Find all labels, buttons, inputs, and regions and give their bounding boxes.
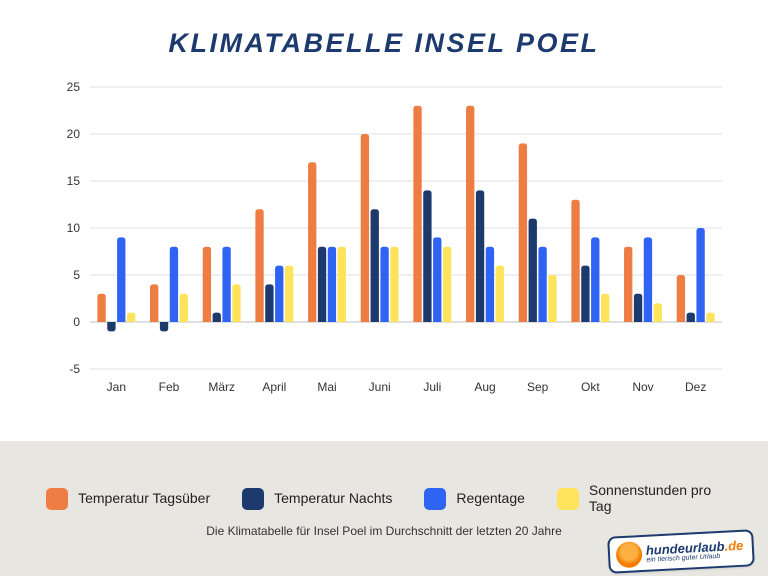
svg-text:Okt: Okt — [581, 380, 600, 394]
bar-rain_days — [117, 237, 125, 322]
bar-rain_days — [486, 247, 494, 322]
bar-rain_days — [696, 228, 704, 322]
bar-sun_hours — [180, 294, 188, 322]
bar-temp_night — [371, 209, 379, 322]
svg-text:20: 20 — [67, 127, 81, 141]
bar-rain_days — [380, 247, 388, 322]
bar-temp_day — [413, 106, 421, 322]
bar-rain_days — [538, 247, 546, 322]
bar-temp_day — [624, 247, 632, 322]
svg-text:0: 0 — [73, 315, 80, 329]
dog-sun-icon — [616, 541, 643, 568]
legend-item-temp_night: Temperatur Nachts — [242, 488, 392, 510]
bar-sun_hours — [601, 294, 609, 322]
svg-text:Juli: Juli — [423, 380, 441, 394]
bar-rain_days — [328, 247, 336, 322]
bar-temp_night — [581, 266, 589, 322]
bar-temp_night — [107, 322, 115, 331]
legend-item-sun_hours: Sonnenstunden pro Tag — [557, 483, 722, 514]
bar-sun_hours — [127, 313, 135, 322]
svg-text:Feb: Feb — [159, 380, 180, 394]
chart-svg: -5 0 5 10 15 20 25 Jan Feb März April Mai Juni Juli Au… — [34, 79, 734, 399]
bar-temp_night — [423, 190, 431, 322]
bar-temp_night — [213, 313, 221, 322]
legend-label: Regentage — [456, 491, 525, 506]
climate-chart: -5 0 5 10 15 20 25 Jan Feb März April Mai Juni Juli Au… — [34, 79, 734, 399]
legend-swatch — [46, 488, 68, 510]
svg-text:Nov: Nov — [632, 380, 653, 394]
bar-temp_night — [687, 313, 695, 322]
bar-temp_day — [150, 284, 158, 322]
bar-sun_hours — [338, 247, 346, 322]
site-logo: hundeurlaub.de ein tierisch guter Urlaub — [608, 529, 755, 574]
legend-swatch — [557, 488, 579, 510]
bar-temp_night — [529, 219, 537, 322]
legend-swatch — [424, 488, 446, 510]
svg-text:Aug: Aug — [474, 380, 495, 394]
svg-text:-5: -5 — [69, 362, 80, 376]
svg-text:März: März — [208, 380, 235, 394]
svg-text:Juni: Juni — [369, 380, 391, 394]
svg-text:15: 15 — [67, 174, 81, 188]
bar-sun_hours — [548, 275, 556, 322]
bar-rain_days — [433, 237, 441, 322]
bar-temp_day — [519, 143, 527, 322]
bar-temp_night — [476, 190, 484, 322]
bar-temp_day — [571, 200, 579, 322]
bar-rain_days — [644, 237, 652, 322]
legend-item-rain_days: Regentage — [424, 488, 525, 510]
bar-sun_hours — [654, 303, 662, 322]
svg-text:April: April — [262, 380, 286, 394]
bar-sun_hours — [285, 266, 293, 322]
bar-temp_day — [466, 106, 474, 322]
bar-sun_hours — [496, 266, 504, 322]
bar-temp_day — [361, 134, 369, 322]
bar-sun_hours — [390, 247, 398, 322]
bar-rain_days — [275, 266, 283, 322]
legend-label: Sonnenstunden pro Tag — [589, 483, 722, 514]
legend: Temperatur Tagsüber Temperatur Nachts Rege… — [0, 483, 768, 514]
svg-text:25: 25 — [67, 80, 81, 94]
svg-text:Dez: Dez — [685, 380, 706, 394]
bar-sun_hours — [443, 247, 451, 322]
svg-text:5: 5 — [73, 268, 80, 282]
svg-text:10: 10 — [67, 221, 81, 235]
legend-label: Temperatur Nachts — [274, 491, 392, 506]
bar-sun_hours — [232, 284, 240, 322]
svg-text:Jan: Jan — [107, 380, 126, 394]
page-title: KLIMATABELLE INSEL POEL — [0, 0, 768, 69]
bar-temp_day — [203, 247, 211, 322]
bar-temp_day — [677, 275, 685, 322]
bar-temp_night — [634, 294, 642, 322]
bar-temp_day — [97, 294, 105, 322]
bar-temp_day — [308, 162, 316, 322]
bar-temp_day — [255, 209, 263, 322]
bar-rain_days — [222, 247, 230, 322]
bar-temp_night — [160, 322, 168, 331]
legend-item-temp_day: Temperatur Tagsüber — [46, 488, 210, 510]
bar-sun_hours — [706, 313, 714, 322]
legend-label: Temperatur Tagsüber — [78, 491, 210, 506]
svg-text:Mai: Mai — [317, 380, 336, 394]
bar-rain_days — [591, 237, 599, 322]
bar-rain_days — [170, 247, 178, 322]
svg-text:Sep: Sep — [527, 380, 549, 394]
bar-temp_night — [265, 284, 273, 322]
legend-swatch — [242, 488, 264, 510]
bar-temp_night — [318, 247, 326, 322]
